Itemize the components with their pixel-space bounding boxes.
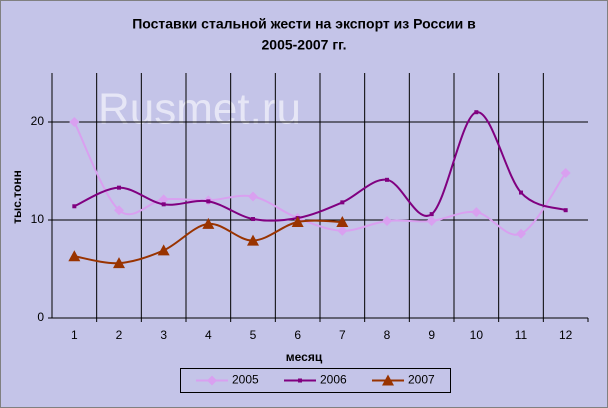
marker [516,228,526,239]
chart-title: Поставки стальной жести на экспорт из Ро… [132,16,476,32]
marker [298,378,302,383]
marker [429,212,434,217]
watermark: Rusmet.ru [98,85,301,134]
marker [69,117,80,127]
marker [563,208,568,213]
x-tick-label: 3 [160,328,167,342]
x-tick-label: 7 [339,328,346,342]
marker [158,194,169,205]
marker [114,205,124,216]
x-tick-label: 4 [205,328,212,342]
y-tick-label: 0 [37,310,44,324]
marker [72,204,77,209]
marker [385,177,389,182]
marker [117,185,121,190]
marker [161,202,166,207]
marker [248,191,258,202]
x-tick-label: 12 [559,328,573,342]
legend-label: 2007 [408,373,435,387]
x-tick-label: 2 [116,328,123,342]
marker [251,217,255,222]
marker [68,250,81,262]
y-tick-label: 20 [31,114,45,128]
x-tick-label: 5 [250,328,257,342]
marker [382,215,392,226]
marker [202,217,215,229]
marker [340,200,345,205]
x-tick-label: 6 [294,328,301,342]
marker [519,190,523,195]
marker [426,215,437,226]
x-axis-title: месяц [286,350,323,364]
x-tick-label: 11 [515,328,528,342]
marker [336,215,349,227]
marker [247,234,259,246]
marker [337,225,348,236]
marker [291,215,304,227]
marker [474,110,479,115]
x-tick-label: 9 [428,328,435,342]
x-tick-label: 1 [71,328,78,342]
x-tick-label: 8 [384,328,391,342]
y-tick-label: 10 [31,212,45,226]
chart-title: 2005-2007 гг. [262,37,347,53]
marker [560,167,571,178]
y-axis-title: тыс.тонн [10,170,24,224]
marker [206,199,211,204]
legend-label: 2006 [320,373,347,387]
marker [207,375,217,386]
marker [157,244,170,256]
x-tick-label: 10 [470,328,484,342]
legend-box [180,368,451,393]
marker [382,374,394,386]
series-line [73,121,567,236]
marker [471,207,482,218]
legend-label: 2005 [232,373,259,387]
marker [113,257,125,269]
